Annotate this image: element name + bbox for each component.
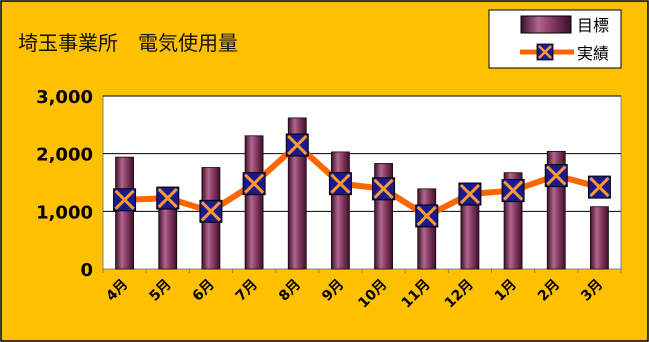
marker-6月 <box>199 199 223 223</box>
marker-7月 <box>242 172 266 196</box>
legend-actual-label: 実績 <box>577 44 609 63</box>
bar-12月 <box>460 195 480 270</box>
chart-title: 埼玉事業所 電気使用量 <box>18 31 238 55</box>
legend: 目標 実績 <box>488 9 622 69</box>
marker-11月 <box>415 204 439 228</box>
marker-1月 <box>501 179 525 203</box>
y-tick-label: 3,000 <box>36 87 93 108</box>
y-tick-label: 0 <box>80 260 93 281</box>
marker-3月 <box>587 175 611 199</box>
marker-2月 <box>544 164 568 188</box>
legend-actual-marker <box>536 43 554 61</box>
y-tick-label: 1,000 <box>36 202 93 223</box>
bar-9月 <box>331 151 350 270</box>
marker-10月 <box>372 177 396 201</box>
marker-4月 <box>113 188 137 212</box>
marker-12月 <box>458 182 482 206</box>
y-tick-label: 2,000 <box>36 145 93 166</box>
bar-3月 <box>590 206 609 270</box>
legend-target-swatch <box>520 15 572 34</box>
bar-11月 <box>417 188 437 270</box>
legend-target-label: 目標 <box>577 16 609 35</box>
bar-4月 <box>115 156 134 270</box>
y-axis-ticks: 0 1,000 2,000 3,000 <box>36 87 93 281</box>
actual-markers <box>113 133 611 228</box>
marker-9月 <box>328 172 352 196</box>
marker-8月 <box>285 133 309 157</box>
marker-5月 <box>156 186 180 210</box>
gridlines <box>102 95 622 273</box>
bar-7月 <box>244 135 264 270</box>
